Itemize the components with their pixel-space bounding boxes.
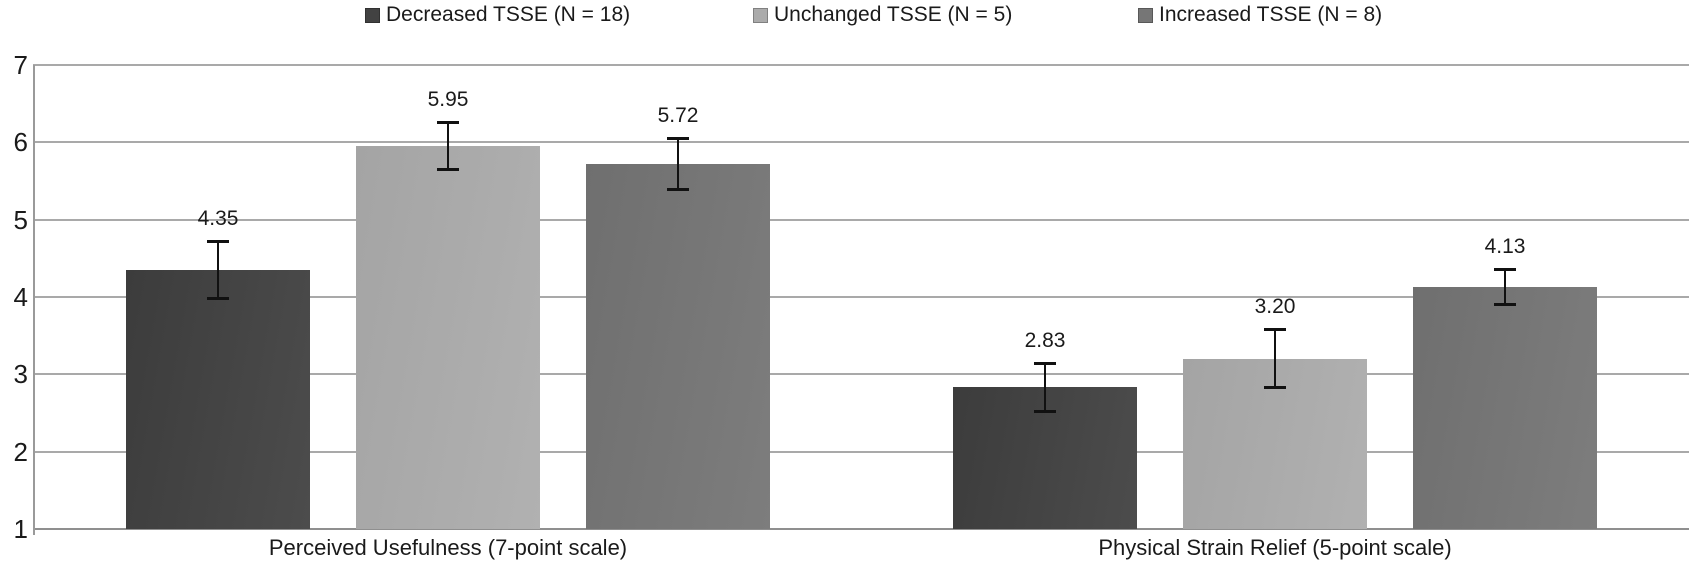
gridline-y4 bbox=[33, 296, 1689, 298]
error-bar-cap-bottom bbox=[207, 297, 229, 301]
gridline-y3 bbox=[33, 373, 1689, 376]
error-bar-cap-top bbox=[207, 239, 229, 243]
category-label-physical-strain-relief: Physical Strain Relief (5-point scale) bbox=[1098, 535, 1452, 560]
error-bar bbox=[1504, 269, 1506, 305]
legend-label: Decreased TSSE (N = 18) bbox=[386, 3, 631, 26]
bar bbox=[586, 163, 770, 529]
gridline-y5 bbox=[33, 218, 1689, 221]
error-bar-cap-bottom bbox=[1494, 302, 1516, 306]
legend-swatch-decreased-icon bbox=[365, 7, 380, 23]
error-bar-cap-bottom bbox=[667, 187, 689, 191]
y-axis-tick-label: 5 bbox=[13, 204, 28, 235]
error-bar bbox=[1044, 362, 1046, 413]
gridline-y2 bbox=[33, 450, 1689, 453]
category-label-perceived-usefulness: Perceived Usefulness (7-point scale) bbox=[268, 535, 628, 560]
error-bar-cap-top bbox=[1264, 328, 1286, 332]
error-bar-cap-bottom bbox=[1264, 386, 1286, 390]
error-bar-cap-top bbox=[437, 121, 459, 125]
bar-value-label: 5.72 bbox=[657, 104, 699, 128]
error-bar-cap-bottom bbox=[1034, 410, 1056, 414]
error-bar-cap-top bbox=[667, 137, 689, 141]
y-axis-tick-label: 6 bbox=[13, 127, 28, 158]
legend-label: Increased TSSE (N = 8) bbox=[1159, 3, 1383, 26]
legend-label: Unchanged TSSE (N = 5) bbox=[774, 3, 1013, 26]
error-bar bbox=[677, 138, 679, 190]
error-bar-cap-top bbox=[1034, 361, 1056, 365]
gridline-y7 bbox=[33, 64, 1689, 66]
bar-value-label: 2.83 bbox=[1024, 328, 1066, 352]
bar-value-label: 4.35 bbox=[197, 206, 239, 230]
legend-swatch-increased-icon bbox=[1138, 7, 1153, 23]
legend-item-increased-tsse: Increased TSSE (N = 8) bbox=[1138, 2, 1382, 28]
error-bar bbox=[1274, 329, 1276, 389]
legend-swatch-unchanged-icon bbox=[753, 7, 768, 23]
bar-value-label: 4.13 bbox=[1484, 235, 1526, 259]
bar bbox=[126, 269, 310, 529]
y-axis-tick-label: 1 bbox=[13, 514, 28, 544]
y-axis-tick-label: 2 bbox=[13, 436, 28, 467]
legend-item-unchanged-tsse: Unchanged TSSE (N = 5) bbox=[753, 2, 1012, 28]
y-axis-tick-label: 3 bbox=[13, 359, 28, 390]
legend-item-decreased-tsse: Decreased TSSE (N = 18) bbox=[365, 2, 630, 28]
error-bar bbox=[217, 240, 219, 300]
y-axis-tick-label: 4 bbox=[13, 282, 28, 312]
y-axis-line bbox=[33, 65, 35, 535]
bar-value-label: 5.95 bbox=[427, 88, 469, 112]
gridline-y6 bbox=[33, 141, 1689, 144]
y-axis-tick-label: 7 bbox=[13, 50, 28, 80]
error-bar bbox=[447, 122, 449, 171]
error-bar-cap-top bbox=[1494, 268, 1516, 272]
error-bar-cap-bottom bbox=[437, 168, 459, 172]
bar-value-label: 3.20 bbox=[1254, 295, 1296, 319]
gridline-y1 bbox=[33, 528, 1689, 530]
bar bbox=[1413, 286, 1597, 529]
bar bbox=[356, 146, 540, 529]
